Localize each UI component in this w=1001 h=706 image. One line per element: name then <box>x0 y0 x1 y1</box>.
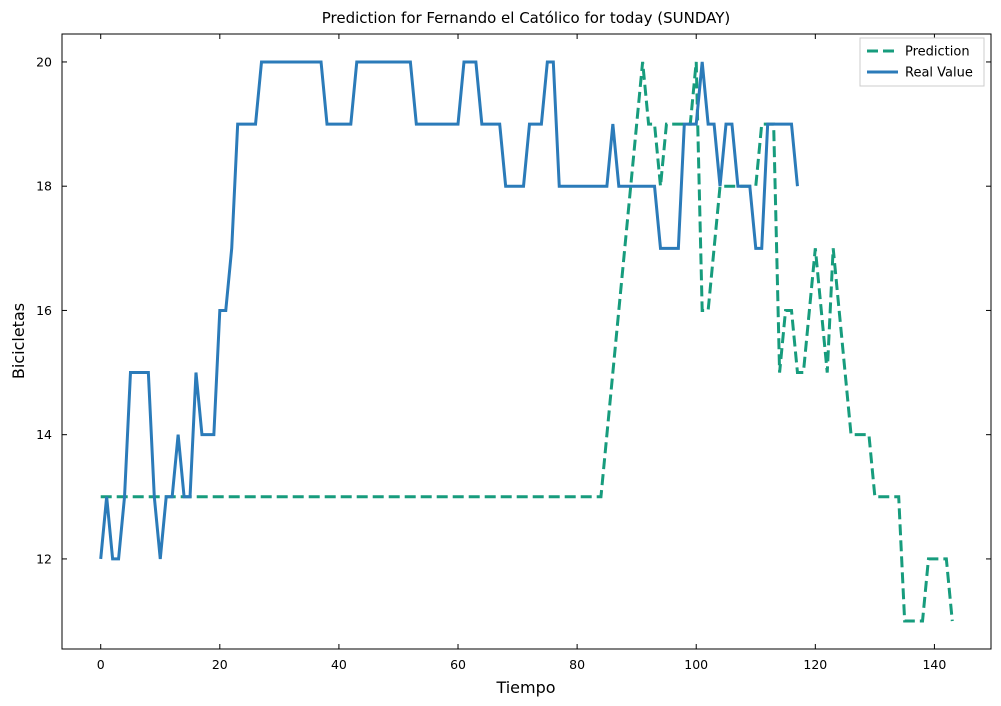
x-tick-label: 0 <box>97 657 105 672</box>
series-line-1 <box>100 61 954 623</box>
legend-label-1: Prediction <box>905 45 970 60</box>
x-tick-label: 140 <box>922 657 946 672</box>
y-tick-label: 16 <box>36 303 52 318</box>
plot-frame <box>61 33 992 650</box>
y-tick-label: 12 <box>36 551 52 566</box>
y-axis-label: Bicicletas <box>9 303 28 379</box>
legend: Prediction Real Value <box>859 37 985 87</box>
x-tick-label: 20 <box>212 657 228 672</box>
series-line-2 <box>99 60 799 561</box>
y-tick-label: 20 <box>36 54 52 69</box>
x-axis-ticks: 0 20 40 60 80 100 120 140 <box>97 34 946 672</box>
legend-label-2: Real Value <box>905 66 973 81</box>
x-axis-label: Tiempo <box>495 678 555 697</box>
x-tick-label: 40 <box>331 657 347 672</box>
x-tick-label: 120 <box>803 657 827 672</box>
x-tick-label: 60 <box>450 657 466 672</box>
series-group <box>99 60 954 623</box>
chart-title: Prediction for Fernando el Católico for … <box>322 9 731 27</box>
y-axis-ticks: 12 14 16 18 20 <box>36 54 991 566</box>
x-tick-label: 100 <box>684 657 708 672</box>
plot-area <box>61 33 992 650</box>
legend-box <box>859 37 985 87</box>
y-tick-label: 18 <box>36 179 52 194</box>
y-tick-label: 14 <box>36 427 52 442</box>
x-tick-label: 80 <box>569 657 585 672</box>
